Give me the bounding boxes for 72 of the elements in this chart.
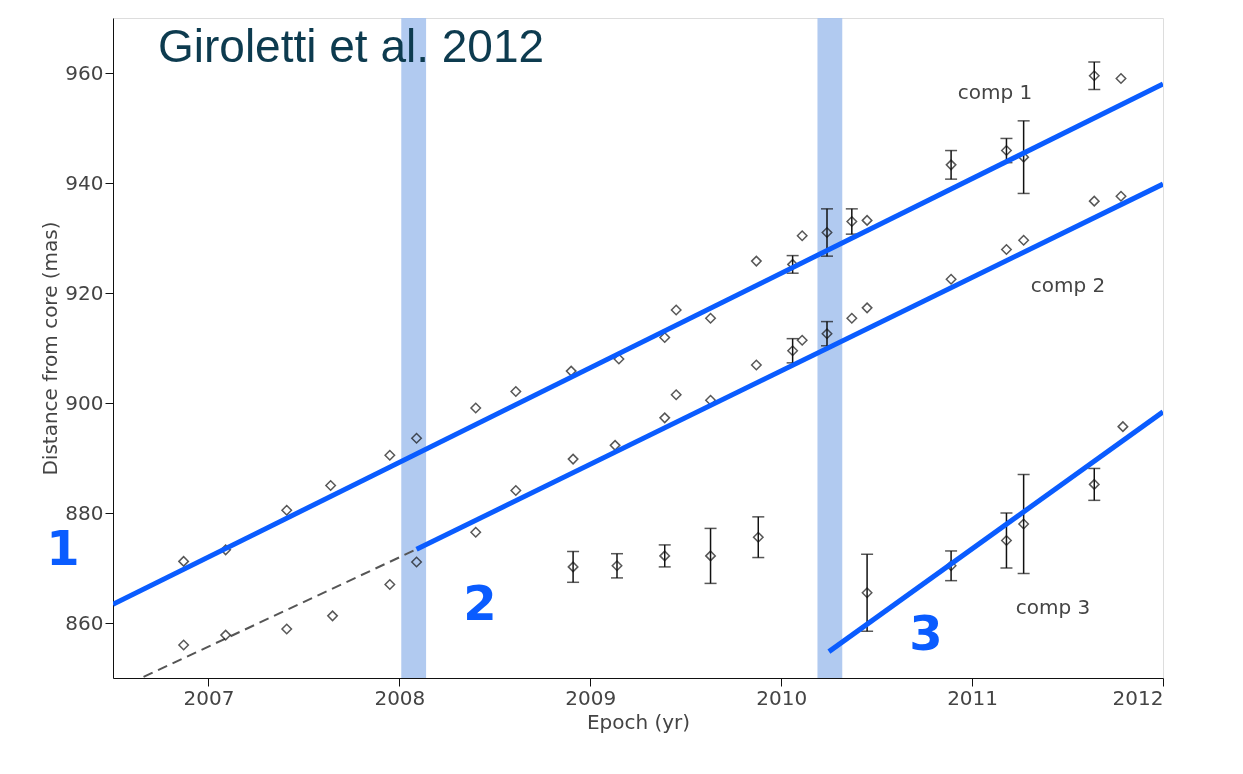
point: [384, 449, 396, 461]
point: [796, 334, 808, 346]
point: [670, 389, 682, 401]
annotation: comp 3: [1015, 595, 1091, 619]
point: [470, 526, 482, 538]
point: [567, 561, 579, 573]
point: [670, 304, 682, 316]
point: [470, 402, 482, 414]
point: [846, 216, 858, 227]
x-tick-label: 2012: [1112, 685, 1164, 710]
point: [565, 365, 577, 377]
point: [945, 159, 957, 171]
point: [411, 556, 423, 568]
x-tick-label: 2009: [565, 685, 617, 710]
point: [281, 623, 293, 635]
x-tick-label: 2008: [374, 685, 426, 710]
point: [1018, 234, 1030, 246]
point: [178, 555, 190, 567]
annotation: 3: [909, 605, 943, 661]
point: [178, 639, 190, 651]
point: [325, 480, 337, 491]
annotation: comp 1: [957, 80, 1033, 104]
point: [609, 439, 621, 451]
point: [659, 412, 671, 424]
point: [796, 230, 808, 242]
point: [750, 359, 762, 371]
point: [281, 504, 293, 516]
point: [821, 328, 833, 340]
point: [861, 302, 873, 314]
x-tick-label: 2007: [183, 685, 235, 710]
annotation: comp 2: [1030, 273, 1106, 297]
point: [1000, 535, 1012, 546]
point: [1088, 195, 1100, 207]
point: [384, 579, 396, 590]
y-tick-label: 960: [65, 60, 104, 85]
point: [659, 332, 671, 344]
point: [861, 587, 873, 599]
x-tick-label: 2011: [947, 685, 999, 710]
annotation: Giroletti et al. 2012: [158, 20, 545, 72]
point: [705, 312, 717, 324]
x-tick-label: 2010: [756, 685, 808, 710]
y-axis-title: Distance from core (mas): [38, 221, 63, 476]
point: [611, 560, 623, 572]
point: [846, 312, 858, 324]
point: [1088, 70, 1100, 82]
point: [510, 385, 522, 397]
point: [1018, 518, 1030, 530]
point: [1088, 478, 1100, 490]
point: [411, 432, 423, 444]
point: [787, 345, 799, 357]
y-tick-label: 860: [65, 610, 104, 635]
x-axis-title: Epoch (yr): [586, 709, 691, 734]
y-tick-label: 920: [65, 280, 104, 305]
point: [861, 214, 873, 226]
annotation: 2: [463, 575, 497, 631]
point: [1115, 73, 1127, 84]
point: [220, 629, 232, 641]
point: [510, 484, 522, 496]
point: [1000, 244, 1012, 256]
y-tick-label: 940: [65, 170, 104, 195]
point: [750, 255, 762, 267]
point: [659, 550, 671, 562]
point: [1000, 145, 1012, 157]
point: [752, 531, 764, 543]
point: [1115, 190, 1127, 202]
point: [821, 227, 833, 238]
point: [327, 610, 339, 622]
point: [945, 273, 957, 285]
point: [705, 550, 717, 562]
y-tick-label: 900: [65, 390, 104, 415]
point: [567, 453, 579, 465]
point: [1117, 421, 1129, 433]
